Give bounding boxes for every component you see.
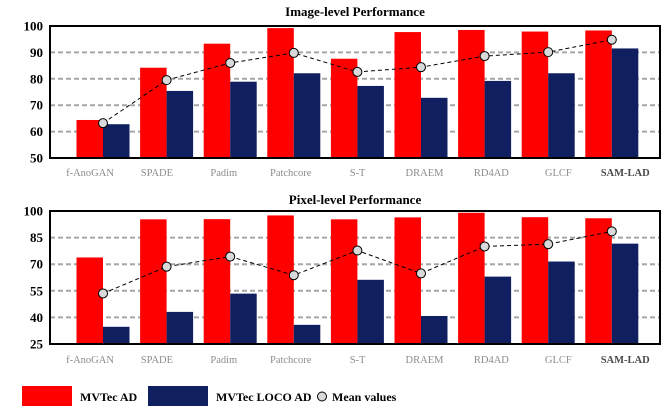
bar-mvtec-loco-ad-rd4ad <box>484 80 512 158</box>
y-tick-label: 85 <box>30 230 44 245</box>
y-tick-label: 70 <box>30 98 43 113</box>
bar-mvtec-ad-padim <box>203 219 231 344</box>
bar-mvtec-loco-ad-spade <box>166 311 194 344</box>
x-category-label-f-anogan: f-AnoGAN <box>66 168 114 179</box>
y-tick-label: 100 <box>24 204 44 219</box>
bar-mvtec-loco-ad-f-anogan <box>103 124 130 158</box>
bar-mvtec-ad-draem <box>394 217 421 344</box>
x-category-label-s-t: S-T <box>350 355 366 366</box>
point-mean-values-padim <box>225 251 236 262</box>
bar-mvtec-ad-sam-lad <box>585 218 612 344</box>
point-mean-values-rd4ad <box>479 241 490 252</box>
y-tick-label: 50 <box>30 151 43 166</box>
point-mean-values-sam-lad <box>606 226 617 237</box>
x-category-label-f-anogan: f-AnoGAN <box>66 355 114 366</box>
bar-mvtec-loco-ad-padim <box>230 81 257 158</box>
x-category-label-rd4ad: RD4AD <box>474 355 509 366</box>
x-category-label-patchcore: Patchcore <box>270 168 312 179</box>
x-category-label-spade: SPADE <box>141 355 173 366</box>
point-mean-values-spade <box>161 261 172 272</box>
y-tick-label: 100 <box>24 19 44 34</box>
bar-mvtec-ad-rd4ad <box>458 212 485 344</box>
x-category-label-sam-lad: SAM-LAD <box>601 168 650 179</box>
y-tick-label: 60 <box>30 124 43 139</box>
bar-mvtec-ad-s-t <box>330 58 358 158</box>
y-tick-label: 25 <box>30 337 44 352</box>
x-category-label-patchcore: Patchcore <box>270 355 312 366</box>
image-level-chart: 50 60 70 80 90 100 f-AnoGAN SPADE Padim Patchcore… <box>24 4 661 179</box>
bar-mvtec-ad-f-anogan <box>76 257 103 344</box>
chart-title: Pixel-level Performance <box>289 192 422 207</box>
point-mean-values-spade <box>161 75 172 86</box>
bar-mvtec-loco-ad-padim <box>230 293 257 344</box>
pixel-level-chart: 25 40 55 70 85 100 f-AnoGAN SPADE Padim Patchcore… <box>24 192 661 366</box>
legend-label-mean-values: Mean values <box>332 390 397 404</box>
bar-mvtec-ad-f-anogan <box>76 119 103 158</box>
bar-mvtec-loco-ad-patchcore <box>293 73 321 158</box>
point-mean-values-f-anogan <box>98 118 108 129</box>
point-mean-values-s-t <box>352 66 363 77</box>
point-mean-values-padim <box>225 57 236 68</box>
bar-mvtec-loco-ad-sam-lad <box>611 243 639 344</box>
x-category-label-glcf: GLCF <box>545 355 572 366</box>
bar-mvtec-loco-ad-sam-lad <box>611 48 639 158</box>
y-tick-label: 80 <box>30 71 43 86</box>
point-mean-values-sam-lad <box>606 34 617 45</box>
bar-mvtec-ad-patchcore <box>267 28 294 158</box>
legend-swatch-mvtec-ad <box>22 386 72 406</box>
x-category-label-sam-lad: SAM-LAD <box>601 355 650 366</box>
bar-mvtec-loco-ad-s-t <box>357 85 384 158</box>
point-mean-values-glcf <box>543 239 554 250</box>
bar-mvtec-loco-ad-f-anogan <box>103 326 130 344</box>
x-category-label-draem: DRAEM <box>406 355 445 366</box>
y-tick-label: 90 <box>30 45 43 60</box>
legend-label-mvtec-loco-ad: MVTec LOCO AD <box>216 390 312 404</box>
x-category-label-spade: SPADE <box>141 168 173 179</box>
bar-mvtec-loco-ad-glcf <box>548 73 575 158</box>
bar-mvtec-ad-patchcore <box>267 215 294 344</box>
x-category-label-glcf: GLCF <box>545 168 572 179</box>
legend-swatch-mvtec-loco-ad <box>148 386 208 406</box>
point-mean-values-s-t <box>352 245 363 256</box>
chart-title: Image-level Performance <box>285 4 425 19</box>
x-category-label-padim: Padim <box>210 168 237 179</box>
point-mean-values-f-anogan <box>98 288 108 299</box>
bar-mvtec-ad-spade <box>140 219 167 344</box>
y-tick-label: 55 <box>30 283 44 298</box>
x-category-label-draem: DRAEM <box>406 168 445 179</box>
legend: MVTec AD MVTec LOCO AD Mean values <box>22 386 397 406</box>
bar-mvtec-ad-rd4ad <box>458 29 485 159</box>
point-mean-values-patchcore <box>288 270 299 281</box>
point-mean-values-draem <box>416 268 426 279</box>
point-mean-values-draem <box>416 62 426 73</box>
y-tick-label: 40 <box>30 310 43 325</box>
legend-label-mvtec-ad: MVTec AD <box>80 390 138 404</box>
bar-mvtec-ad-draem <box>394 32 421 158</box>
y-tick-label: 70 <box>30 257 43 272</box>
plot-frame <box>49 25 661 159</box>
bar-mvtec-loco-ad-draem <box>421 315 448 344</box>
point-mean-values-patchcore <box>288 47 299 58</box>
bar-mvtec-loco-ad-patchcore <box>293 324 321 344</box>
bar-mvtec-ad-s-t <box>330 219 358 344</box>
x-category-label-rd4ad: RD4AD <box>474 168 509 179</box>
bar-mvtec-loco-ad-s-t <box>357 279 384 344</box>
bar-mvtec-loco-ad-rd4ad <box>484 276 512 344</box>
legend-marker-mean-values <box>317 391 327 402</box>
bar-mvtec-ad-glcf <box>521 217 549 344</box>
bar-mvtec-loco-ad-spade <box>166 90 194 158</box>
x-category-label-padim: Padim <box>210 355 237 366</box>
bar-mvtec-ad-sam-lad <box>585 30 612 159</box>
point-mean-values-rd4ad <box>479 51 490 62</box>
bar-mvtec-loco-ad-glcf <box>548 261 575 344</box>
bar-mvtec-loco-ad-draem <box>421 97 448 158</box>
point-mean-values-glcf <box>543 47 554 58</box>
plot-frame <box>49 210 661 345</box>
x-category-label-s-t: S-T <box>350 168 366 179</box>
